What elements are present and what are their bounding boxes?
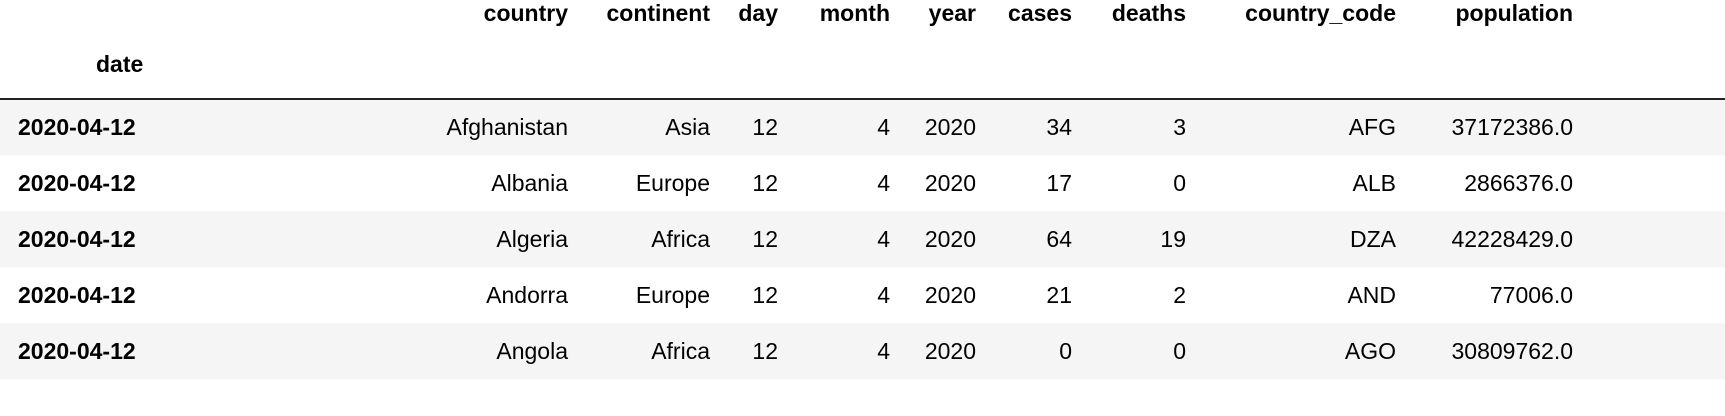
column-header: population [1455,0,1573,26]
cell-day: 12 [752,114,778,140]
column-header: country_code [1245,0,1396,26]
column-header: country [483,0,568,26]
cell-population: 30809762.0 [1451,337,1573,364]
cell-day: 12 [752,337,778,364]
table-row: 2020-04-12 Andorra Europe 12 4 2020 21 2… [0,267,1725,323]
cell-month: 4 [877,281,890,308]
row-index-date: 2020-04-12 [18,169,136,196]
column-header: month [819,0,890,26]
column-header: continent [606,0,711,26]
cell-cases: 21 [1046,281,1072,308]
cell-continent: Europe [635,169,710,196]
cell-day: 12 [752,281,778,308]
cell-month: 4 [877,169,890,196]
cell-deaths: 0 [1173,337,1186,364]
cell-country-code: ALB [1352,169,1396,196]
cell-continent: Africa [651,225,710,252]
row-index-date: 2020-04-12 [18,225,136,252]
table-row: 2020-04-12 Afghanistan Asia 12 4 2020 34… [0,99,1725,155]
cell-country-code: AND [1347,281,1396,308]
cell-population: 2866376.0 [1464,169,1573,196]
table-row: 2020-04-12 Angola Africa 12 4 2020 0 0 A… [0,323,1725,379]
column-header: deaths [1111,0,1186,26]
column-header-row: country continent day month year cases d… [0,0,1725,30]
cell-continent: Europe [635,281,710,308]
column-header: cases [1008,0,1072,26]
cell-day: 12 [752,225,778,252]
cell-year: 2020 [924,169,976,196]
cell-cases: 17 [1046,169,1072,196]
cell-cases: 0 [1059,337,1072,364]
cell-continent: Africa [651,337,710,364]
column-header: year [928,0,976,26]
cell-continent: Asia [665,114,710,140]
cell-country-code: AFG [1348,114,1396,140]
header-spacer [1595,0,1725,30]
cell-year: 2020 [924,337,976,364]
cell-country-code: DZA [1350,225,1396,252]
cell-month: 4 [877,337,890,364]
cell-cases: 64 [1046,225,1072,252]
index-header-row: date [0,30,1725,100]
cell-day: 12 [752,169,778,196]
cell-year: 2020 [924,281,976,308]
cell-deaths: 19 [1160,225,1186,252]
column-header: day [738,0,778,26]
row-index-date: 2020-04-12 [18,281,136,308]
row-index-date: 2020-04-12 [18,337,136,364]
cell-population: 37172386.0 [1451,114,1573,140]
cell-country: Andorra [486,281,568,308]
table-row: 2020-04-12 Albania Europe 12 4 2020 17 0… [0,155,1725,211]
cell-cases: 34 [1046,114,1072,140]
table-row: 2020-04-12 Algeria Africa 12 4 2020 64 1… [0,211,1725,267]
row-index-date: 2020-04-12 [18,114,136,140]
cell-population: 77006.0 [1489,281,1573,308]
dataframe-table: country continent day month year cases d… [0,0,1725,379]
cell-population: 42228429.0 [1451,225,1573,252]
cell-deaths: 2 [1173,281,1186,308]
cell-deaths: 0 [1173,169,1186,196]
header-blank [0,0,210,30]
cell-country: Angola [496,337,568,364]
index-name-label: date [0,30,210,100]
cell-country-code: AGO [1344,337,1396,364]
cell-year: 2020 [924,114,976,140]
cell-month: 4 [877,114,890,140]
cell-country: Afghanistan [446,114,568,140]
cell-country: Algeria [496,225,568,252]
cell-year: 2020 [924,225,976,252]
cell-deaths: 3 [1173,114,1186,140]
cell-month: 4 [877,225,890,252]
cell-country: Albania [491,169,568,196]
